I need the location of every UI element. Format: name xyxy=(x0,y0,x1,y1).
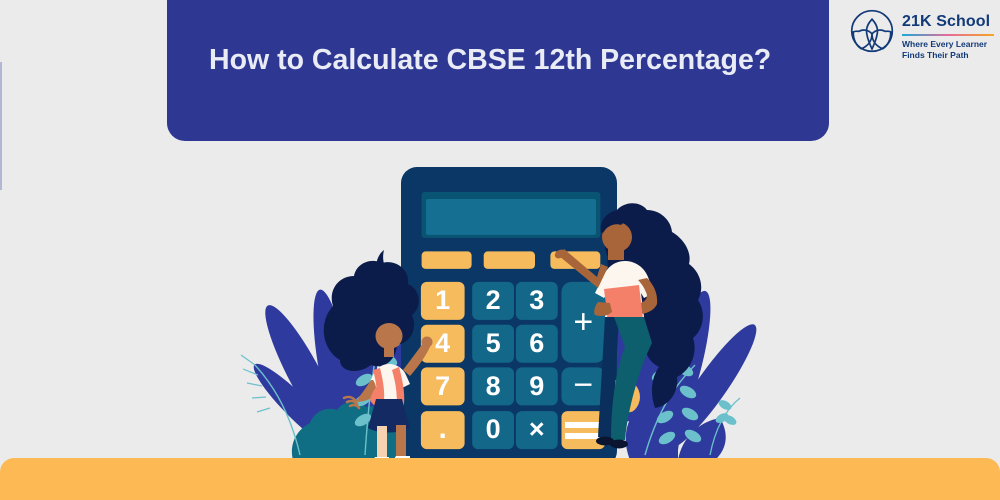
svg-text:7: 7 xyxy=(435,371,450,401)
svg-text:0: 0 xyxy=(486,414,501,444)
svg-text:9: 9 xyxy=(529,371,544,401)
svg-text:5: 5 xyxy=(486,328,501,358)
svg-text:×: × xyxy=(529,414,545,444)
svg-text:2: 2 xyxy=(486,285,501,315)
svg-text:+: + xyxy=(573,303,593,341)
svg-text:−: − xyxy=(573,366,593,404)
svg-text:8: 8 xyxy=(486,371,501,401)
svg-text:1: 1 xyxy=(435,285,450,315)
svg-text:3: 3 xyxy=(529,285,544,315)
svg-text:6: 6 xyxy=(529,328,544,358)
svg-text:4: 4 xyxy=(435,328,450,358)
svg-text:.: . xyxy=(439,412,447,445)
